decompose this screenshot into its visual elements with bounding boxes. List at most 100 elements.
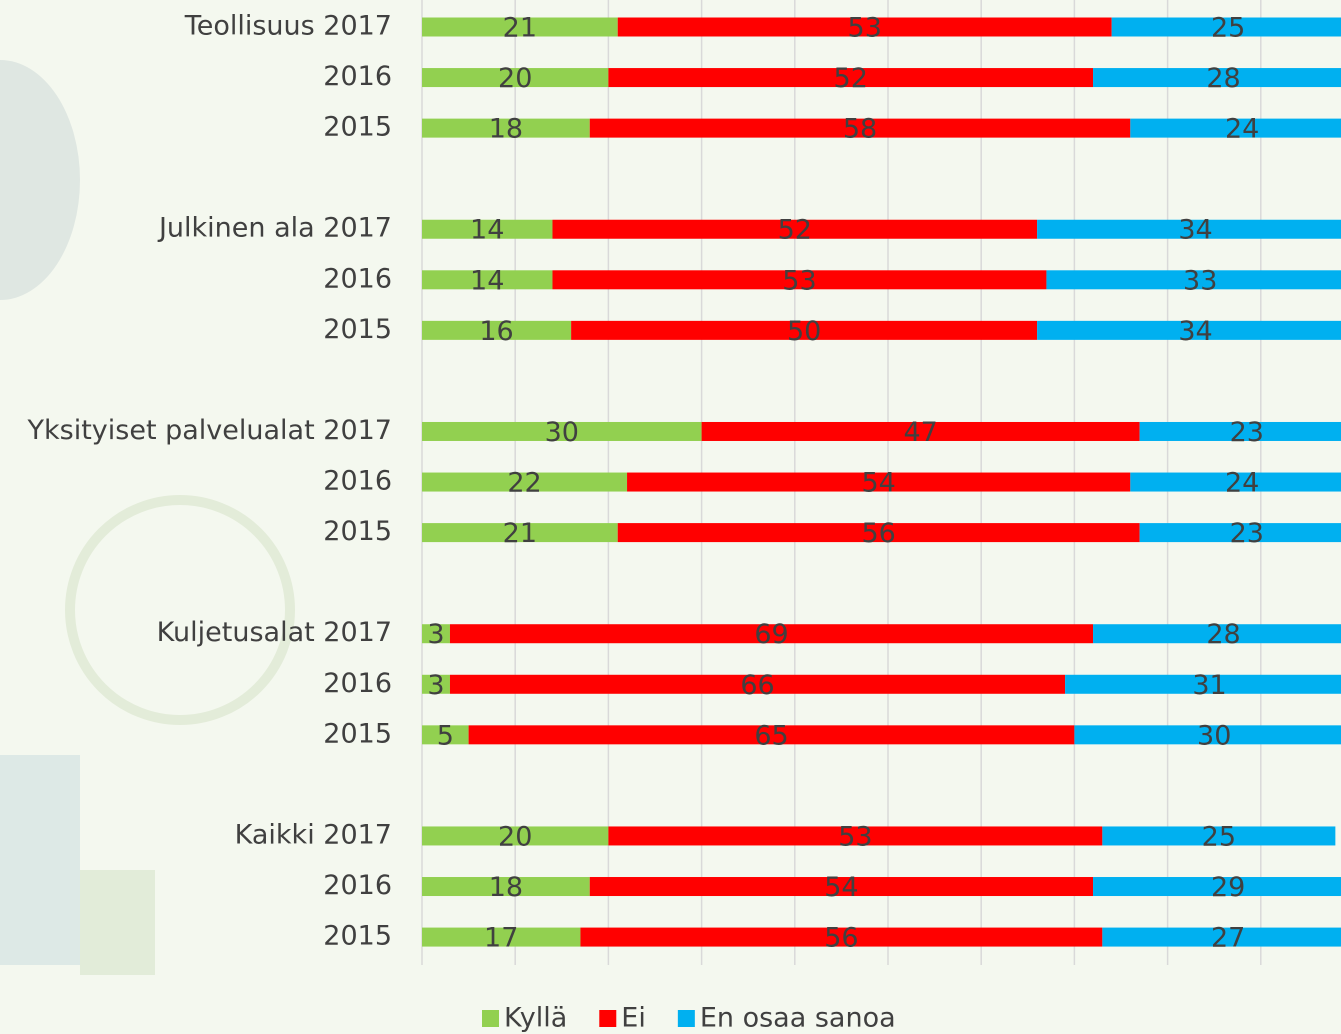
data-label: 24: [1225, 114, 1259, 145]
data-label: 25: [1202, 821, 1236, 852]
bar-segment: [1130, 118, 1341, 138]
data-label: 54: [862, 468, 896, 499]
bar-segment: [422, 523, 618, 543]
data-label: 34: [1178, 215, 1212, 246]
bar-segment: [580, 927, 1103, 947]
data-label: 33: [1183, 265, 1217, 296]
data-label: 28: [1206, 63, 1240, 94]
data-label: 21: [503, 518, 537, 549]
bar-segment: [422, 270, 553, 290]
y-tick-label: 2016: [323, 668, 392, 699]
bar-segment: [627, 472, 1131, 492]
data-label: 28: [1206, 619, 1240, 650]
bar-segment: [1037, 219, 1341, 239]
bar-segment: [422, 118, 590, 138]
data-label: 52: [834, 63, 868, 94]
data-label: 23: [1230, 417, 1264, 448]
bar-segment: [1037, 320, 1341, 340]
bar-segment: [422, 674, 450, 694]
data-label: 69: [754, 619, 788, 650]
data-label: 18: [489, 114, 523, 145]
data-label: 50: [787, 316, 821, 347]
data-label: 25: [1211, 13, 1245, 44]
y-tick-label: 2016: [323, 466, 392, 497]
y-tick-label: 2015: [323, 718, 392, 749]
data-label: 34: [1178, 316, 1212, 347]
bar-segment: [1093, 624, 1341, 644]
bar-segment: [449, 624, 1094, 644]
data-label: 47: [903, 417, 937, 448]
y-tick-label: Kuljetusalat 2017: [157, 617, 392, 648]
bar-segment: [422, 725, 469, 745]
data-label: 5: [437, 720, 454, 751]
bar-segment: [422, 877, 590, 897]
legend-swatch: [677, 1010, 695, 1027]
y-tick-label: 2015: [323, 314, 392, 345]
data-label: 56: [862, 518, 896, 549]
bar-segment: [422, 68, 609, 88]
legend-swatch: [599, 1010, 617, 1027]
data-label: 52: [778, 215, 812, 246]
bar-segment: [589, 877, 1094, 897]
y-tick-label: Teollisuus 2017: [184, 11, 392, 42]
y-tick-label: 2015: [323, 921, 392, 952]
data-label: 30: [1197, 720, 1231, 751]
bar-segment: [701, 421, 1140, 441]
data-label: 17: [484, 923, 518, 954]
y-tick-label: 2015: [323, 516, 392, 547]
y-tick-label: 2016: [323, 61, 392, 92]
bar-segment: [422, 472, 628, 492]
data-label: 16: [479, 316, 513, 347]
bar-segment: [1074, 725, 1341, 745]
y-tick-label: 2016: [323, 263, 392, 294]
data-label: 65: [754, 720, 788, 751]
y-tick-label: Kaikki 2017: [235, 819, 392, 850]
data-label: 3: [427, 670, 444, 701]
bar-segment: [1065, 674, 1341, 694]
data-label: 24: [1225, 468, 1259, 499]
data-label: 23: [1230, 518, 1264, 549]
bar-segment: [552, 219, 1038, 239]
data-label: 31: [1192, 670, 1226, 701]
data-label: 20: [498, 63, 532, 94]
data-label: 53: [848, 13, 882, 44]
bar-segment: [1139, 421, 1341, 441]
bar-segment: [449, 674, 1066, 694]
legend-swatch: [482, 1010, 499, 1027]
data-label: 29: [1211, 872, 1245, 903]
data-label: 53: [782, 265, 816, 296]
bar-segment: [1046, 270, 1341, 290]
decoration: [0, 60, 80, 300]
bar-segment: [608, 826, 1103, 846]
bar-segment: [468, 725, 1075, 745]
legend-label: Kyllä: [504, 1003, 567, 1034]
bar-segment: [617, 523, 1140, 543]
data-label: 14: [470, 265, 504, 296]
data-label: 20: [498, 821, 532, 852]
data-label: 21: [503, 13, 537, 44]
bar-segment: [422, 421, 702, 441]
data-label: 66: [740, 670, 774, 701]
data-label: 27: [1211, 923, 1245, 954]
data-label: 53: [838, 821, 872, 852]
bar-segment: [422, 320, 572, 340]
bar-segment: [1102, 927, 1341, 947]
legend-label: En osaa sanoa: [700, 1003, 896, 1034]
data-label: 22: [507, 468, 541, 499]
data-label: 18: [489, 872, 523, 903]
bar-segment: [571, 320, 1038, 340]
bar-segment: [422, 624, 450, 644]
decoration: [0, 755, 80, 965]
bar-segment: [1102, 826, 1336, 846]
data-label: 3: [427, 619, 444, 650]
y-tick-label: Julkinen ala 2017: [157, 213, 392, 244]
bar-segment: [1093, 877, 1341, 897]
data-label: 56: [824, 923, 858, 954]
data-label: 30: [545, 417, 579, 448]
data-label: 54: [824, 872, 858, 903]
y-tick-label: Yksityiset palvelualat 2017: [27, 415, 392, 446]
bar-segment: [422, 17, 618, 37]
bar-segment: [1111, 17, 1341, 37]
bar-segment: [589, 118, 1131, 138]
